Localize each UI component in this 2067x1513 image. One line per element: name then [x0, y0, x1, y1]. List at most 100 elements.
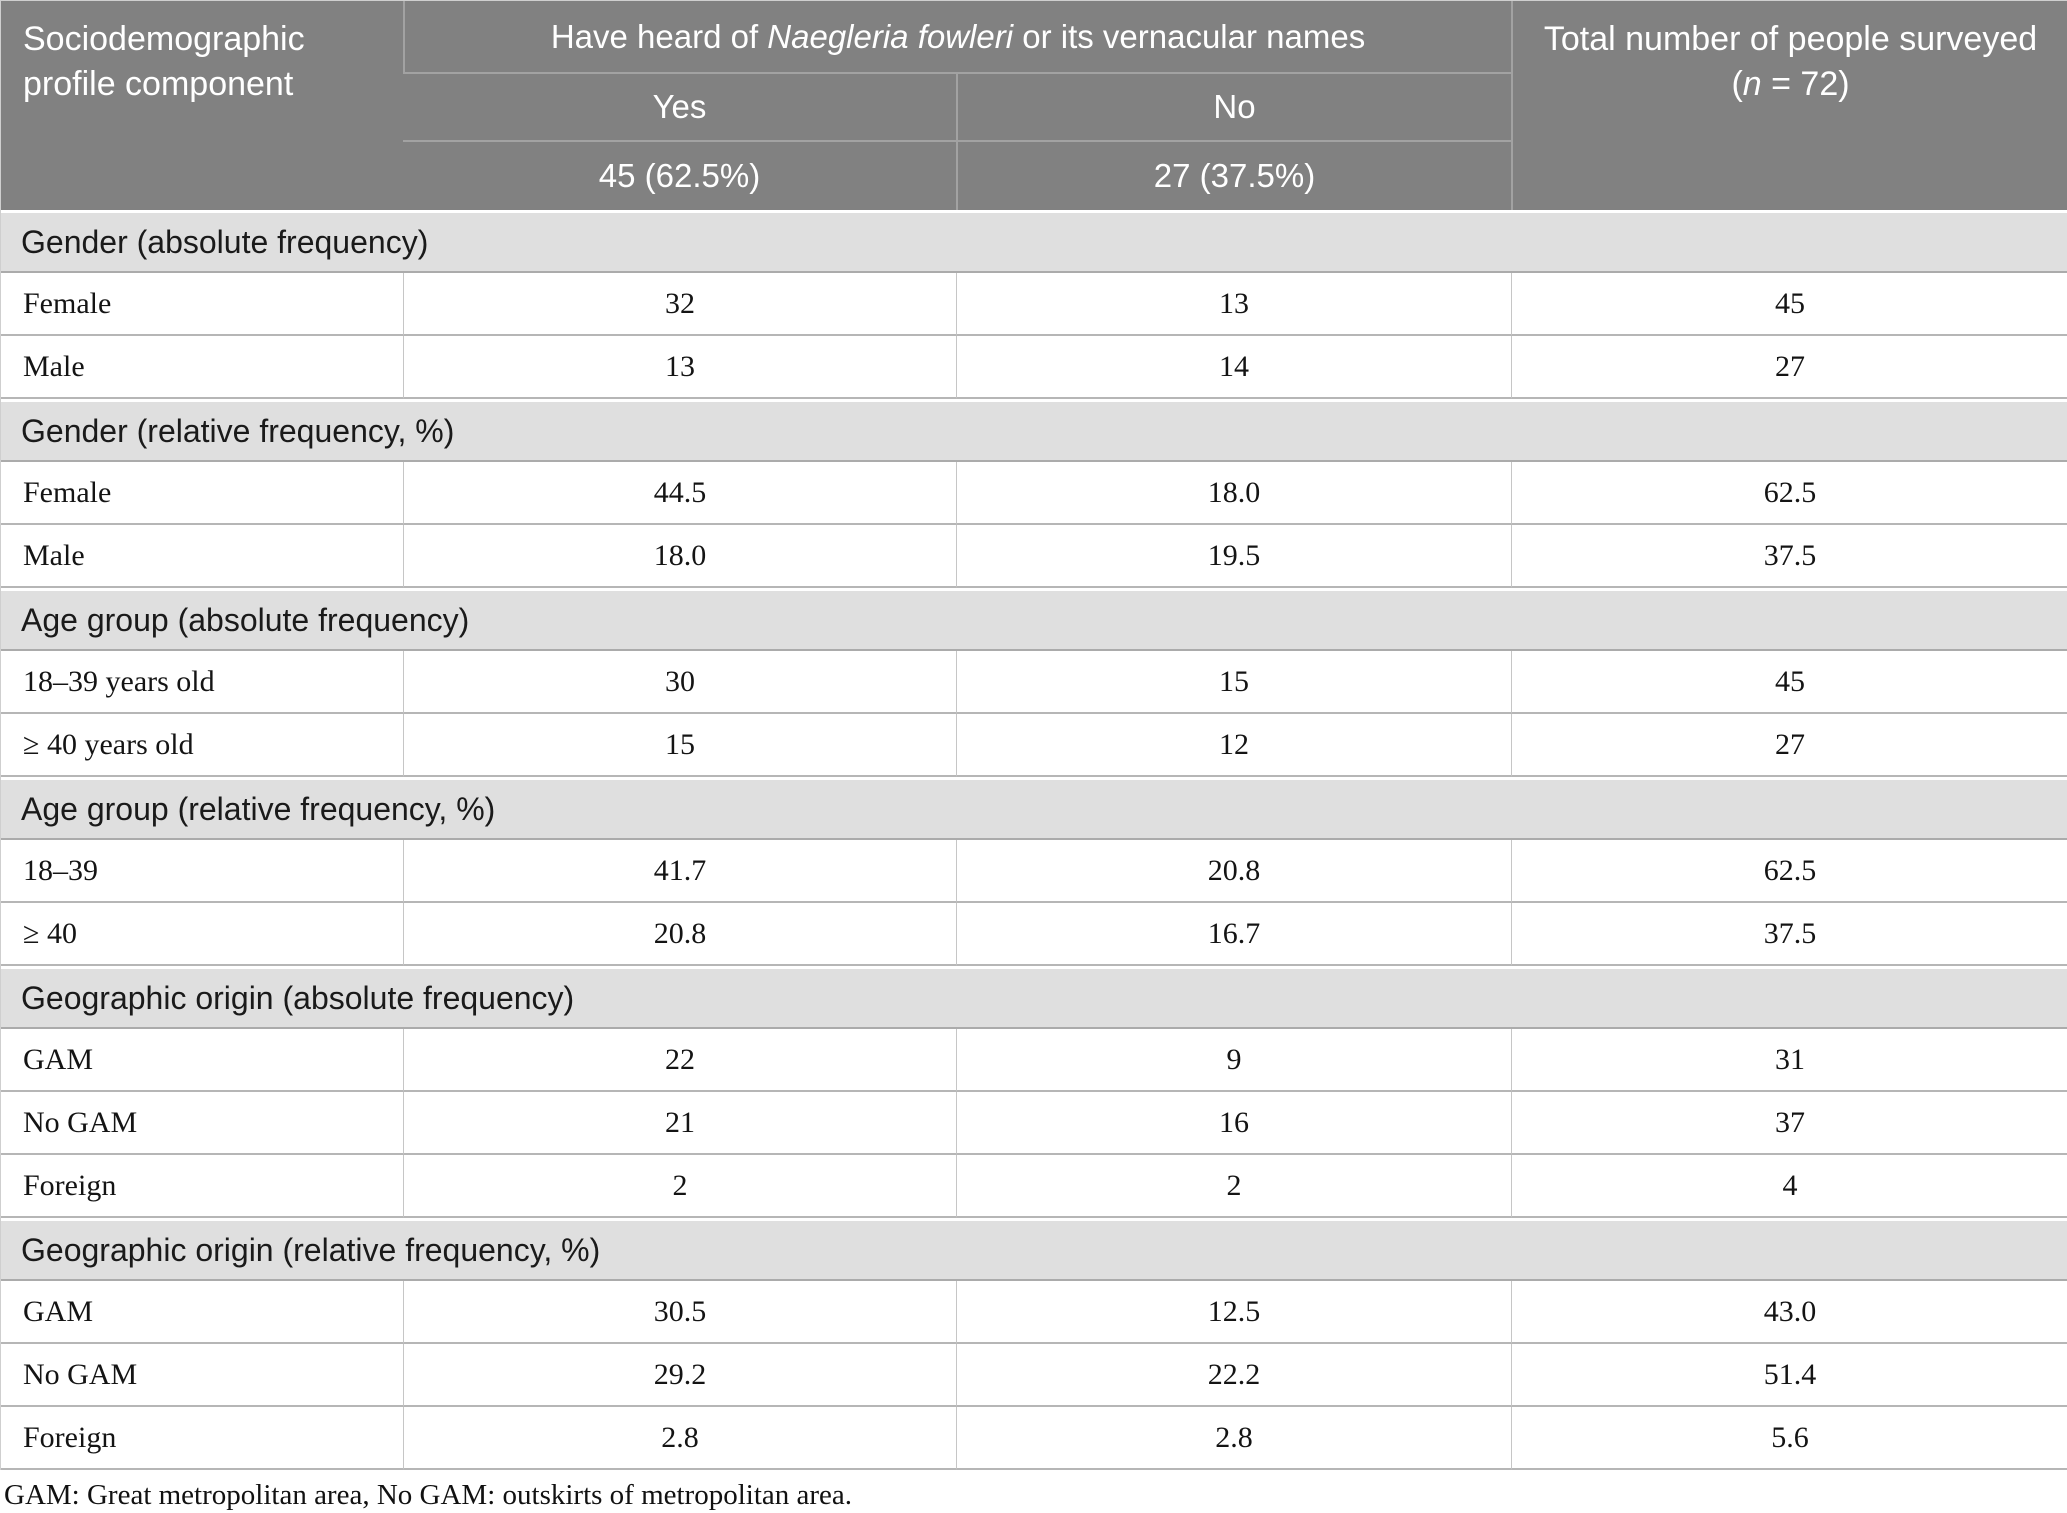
- section-header-geo-relative: Geographic origin (relative frequency, %…: [1, 1218, 2067, 1281]
- section-title: Gender (relative frequency, %): [1, 399, 2067, 462]
- no-value-cell: 16.7: [956, 903, 1512, 966]
- total-value-cell: 43.0: [1511, 1281, 2067, 1344]
- no-value-cell: 14: [956, 336, 1512, 399]
- row-label-cell: GAM: [1, 1281, 403, 1344]
- table-row: GAM 30.5 12.5 43.0: [1, 1281, 2067, 1344]
- total-value-cell: 27: [1511, 714, 2067, 777]
- yes-value-cell: 13: [403, 336, 956, 399]
- total-value-cell: 51.4: [1511, 1344, 2067, 1407]
- no-value-cell: 9: [956, 1029, 1512, 1092]
- yes-value-cell: 30: [403, 651, 956, 714]
- row-label-cell: Foreign: [1, 1407, 403, 1470]
- no-value-cell: 19.5: [956, 525, 1512, 588]
- col-header-profile-component-label: Sociodemographic profile component: [23, 20, 305, 103]
- section-title: Age group (absolute frequency): [1, 588, 2067, 651]
- total-value-cell: 27: [1511, 336, 2067, 399]
- no-value-cell: 13: [956, 273, 1512, 336]
- section-header-gender-relative: Gender (relative frequency, %): [1, 399, 2067, 462]
- row-label-cell: Foreign: [1, 1155, 403, 1218]
- yes-value-cell: 2: [403, 1155, 956, 1218]
- table-row: ≥ 40 years old 15 12 27: [1, 714, 2067, 777]
- row-label-cell: ≥ 40: [1, 903, 403, 966]
- n-italic: n: [1742, 64, 1762, 103]
- yes-value-cell: 21: [403, 1092, 956, 1155]
- header-row-counts: 45 (62.5%) 27 (37.5%): [1, 142, 2067, 210]
- total-value-cell: 37: [1511, 1092, 2067, 1155]
- section-title: Age group (relative frequency, %): [1, 777, 2067, 840]
- total-value-cell: 45: [1511, 273, 2067, 336]
- yes-value-cell: 18.0: [403, 525, 956, 588]
- yes-count-cell: 45 (62.5%): [403, 142, 956, 210]
- section-title: Geographic origin (relative frequency, %…: [1, 1218, 2067, 1281]
- row-label-cell: 18–39: [1, 840, 403, 903]
- total-value-cell: 4: [1511, 1155, 2067, 1218]
- section-header-geo-absolute: Geographic origin (absolute frequency): [1, 966, 2067, 1029]
- yes-value-cell: 32: [403, 273, 956, 336]
- yes-value-cell: 44.5: [403, 462, 956, 525]
- total-value-cell: 31: [1511, 1029, 2067, 1092]
- table-row: Female 32 13 45: [1, 273, 2067, 336]
- sociodemographic-table: Sociodemographic profile component Have …: [0, 0, 2067, 1470]
- row-label-cell: Female: [1, 462, 403, 525]
- row-label-cell: GAM: [1, 1029, 403, 1092]
- total-value-cell: 62.5: [1511, 840, 2067, 903]
- no-value-cell: 2: [956, 1155, 1512, 1218]
- table-row: No GAM 21 16 37: [1, 1092, 2067, 1155]
- table-row: Female 44.5 18.0 62.5: [1, 462, 2067, 525]
- section-header-age-relative: Age group (relative frequency, %): [1, 777, 2067, 840]
- no-value-cell: 15: [956, 651, 1512, 714]
- no-value-cell: 20.8: [956, 840, 1512, 903]
- table-row: GAM 22 9 31: [1, 1029, 2067, 1092]
- yes-value-cell: 15: [403, 714, 956, 777]
- yes-value-cell: 2.8: [403, 1407, 956, 1470]
- total-suffix: = 72): [1761, 64, 1850, 103]
- section-title: Gender (absolute frequency): [1, 210, 2067, 273]
- table-row: Male 13 14 27: [1, 336, 2067, 399]
- col-header-no: No: [956, 74, 1512, 142]
- no-value-cell: 12: [956, 714, 1512, 777]
- total-value-cell: 62.5: [1511, 462, 2067, 525]
- row-label-cell: Male: [1, 525, 403, 588]
- table-row: 18–39 41.7 20.8 62.5: [1, 840, 2067, 903]
- no-value-cell: 12.5: [956, 1281, 1512, 1344]
- no-value-cell: 18.0: [956, 462, 1512, 525]
- header-row-yes-no: Yes No: [1, 74, 2067, 142]
- yes-value-cell: 41.7: [403, 840, 956, 903]
- total-value-cell: 37.5: [1511, 525, 2067, 588]
- yes-value-cell: 29.2: [403, 1344, 956, 1407]
- row-label-cell: No GAM: [1, 1344, 403, 1407]
- row-label-cell: No GAM: [1, 1092, 403, 1155]
- section-header-age-absolute: Age group (absolute frequency): [1, 588, 2067, 651]
- header-row-main: Sociodemographic profile component Have …: [1, 1, 2067, 210]
- total-value-cell: 5.6: [1511, 1407, 2067, 1470]
- table-row: ≥ 40 20.8 16.7 37.5: [1, 903, 2067, 966]
- no-count-cell: 27 (37.5%): [956, 142, 1512, 210]
- total-prefix: Total number of people surveyed (: [1543, 20, 2038, 103]
- row-label-cell: Male: [1, 336, 403, 399]
- col-header-have-heard: Have heard of Naegleria fowleri or its v…: [403, 1, 1512, 74]
- table-row: Male 18.0 19.5 37.5: [1, 525, 2067, 588]
- have-heard-prefix: Have heard of: [550, 17, 768, 55]
- latin-species-name: Naegleria fowleri: [767, 17, 1014, 55]
- col-header-profile-component: Sociodemographic profile component: [1, 1, 403, 210]
- have-heard-suffix: or its vernacular names: [1013, 17, 1366, 55]
- row-label-cell: Female: [1, 273, 403, 336]
- row-label-cell: 18–39 years old: [1, 651, 403, 714]
- table-row: No GAM 29.2 22.2 51.4: [1, 1344, 2067, 1407]
- yes-value-cell: 22: [403, 1029, 956, 1092]
- table-row: Foreign 2.8 2.8 5.6: [1, 1407, 2067, 1470]
- yes-value-cell: 20.8: [403, 903, 956, 966]
- total-value-cell: 37.5: [1511, 903, 2067, 966]
- row-label-cell: ≥ 40 years old: [1, 714, 403, 777]
- col-header-total: Total number of people surveyed (n = 72): [1511, 1, 2067, 210]
- no-value-cell: 22.2: [956, 1344, 1512, 1407]
- table-footnote: GAM: Great metropolitan area, No GAM: ou…: [4, 1479, 853, 1511]
- table-header: Sociodemographic profile component Have …: [1, 1, 2067, 210]
- section-header-gender-absolute: Gender (absolute frequency): [1, 210, 2067, 273]
- section-title: Geographic origin (absolute frequency): [1, 966, 2067, 1029]
- yes-value-cell: 30.5: [403, 1281, 956, 1344]
- col-header-yes: Yes: [403, 74, 956, 142]
- table-row: Foreign 2 2 4: [1, 1155, 2067, 1218]
- total-value-cell: 45: [1511, 651, 2067, 714]
- table-row: 18–39 years old 30 15 45: [1, 651, 2067, 714]
